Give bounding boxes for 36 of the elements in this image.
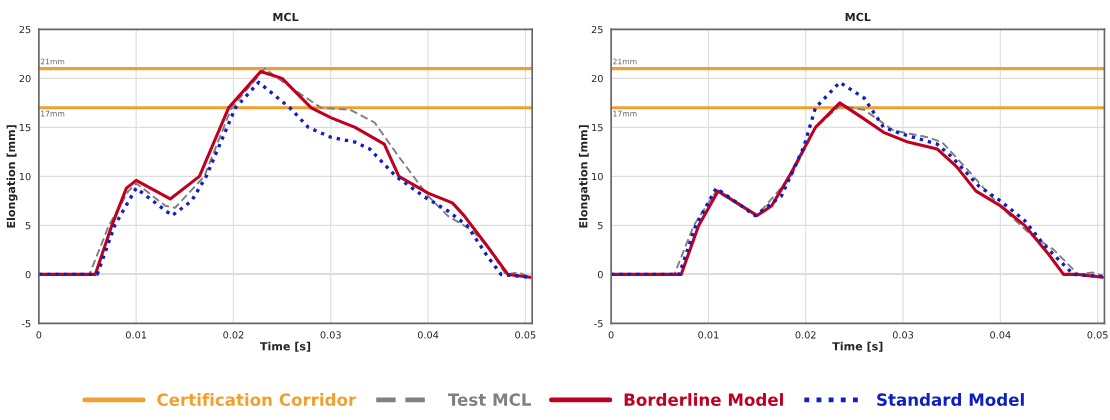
- y-tick-label: 15: [592, 124, 603, 132]
- x-tick-label: 0.02: [223, 331, 244, 339]
- x-tick-label: 0.01: [698, 331, 719, 339]
- y-tick-label: 10: [592, 172, 603, 181]
- y-tick-label: 20: [591, 74, 603, 83]
- y-tick-label: 5: [25, 222, 31, 230]
- y-tick-label: 20: [19, 74, 31, 83]
- y-tick-label: 0: [597, 270, 603, 279]
- legend-label: Test MCL: [447, 393, 532, 406]
- chart-title: MCL: [845, 12, 871, 22]
- y-tick-label: 5: [598, 222, 603, 230]
- y-tick-label: 15: [19, 124, 31, 132]
- x-axis-title: Time [s]: [832, 341, 883, 352]
- x-tick-label: 0.03: [320, 331, 341, 339]
- y-axis-title: Elongation [mm]: [578, 125, 590, 228]
- x-tick-label: 0.02: [795, 331, 816, 339]
- x-axis-title: Time [s]: [260, 341, 311, 352]
- x-tick-label: 0: [36, 331, 42, 339]
- x-tick-label: 0.04: [417, 331, 439, 339]
- x-tick-label: 0.05: [515, 331, 536, 339]
- y-axis-title: Elongation [mm]: [6, 125, 18, 228]
- y-tick-label: -5: [21, 320, 31, 328]
- chart-title: MCL: [273, 12, 299, 22]
- x-tick-label: 0.01: [125, 331, 147, 339]
- y-tick-label: 10: [19, 172, 31, 181]
- legend-label: Certification Corridor: [157, 393, 357, 406]
- x-tick-label: 0.05: [1087, 331, 1108, 339]
- y-tick-label: 25: [591, 25, 603, 34]
- y-tick-label: 0: [25, 270, 31, 279]
- legend-label: Borderline Model: [624, 393, 783, 406]
- x-tick-label: 0.04: [990, 331, 1011, 339]
- y-tick-label: 25: [19, 25, 31, 34]
- x-tick-label: 0.03: [892, 331, 914, 339]
- x-tick-label: 0: [608, 331, 614, 339]
- legend-label: Standard Model: [877, 393, 1024, 406]
- y-tick-label: -5: [594, 320, 603, 328]
